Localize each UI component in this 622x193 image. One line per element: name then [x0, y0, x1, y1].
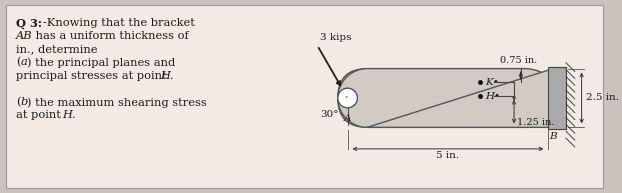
Text: 2.5 in.: 2.5 in. — [585, 93, 618, 102]
PathPatch shape — [338, 69, 553, 127]
Text: ) the principal planes and: ) the principal planes and — [27, 57, 175, 68]
Text: Q 3:: Q 3: — [16, 18, 42, 29]
Text: B: B — [549, 132, 557, 141]
Text: (: ( — [16, 57, 20, 68]
Text: H•: H• — [485, 91, 500, 101]
Text: 30°: 30° — [320, 110, 339, 119]
Text: b: b — [21, 97, 28, 107]
Text: K•: K• — [485, 78, 499, 87]
Text: (: ( — [16, 97, 20, 107]
Text: at point: at point — [16, 110, 64, 120]
Circle shape — [338, 88, 358, 108]
Text: principal stresses at point: principal stresses at point — [16, 71, 170, 80]
Text: ) the maximum shearing stress: ) the maximum shearing stress — [27, 97, 207, 108]
Text: AB: AB — [16, 31, 32, 41]
FancyBboxPatch shape — [338, 69, 553, 127]
Bar — [549, 67, 566, 129]
Text: H.: H. — [63, 110, 76, 120]
Text: a: a — [21, 57, 27, 67]
Text: 1.25 in.: 1.25 in. — [517, 118, 554, 127]
Text: in., determine: in., determine — [16, 44, 97, 54]
Text: 5 in.: 5 in. — [437, 151, 460, 160]
Text: has a uniform thickness of: has a uniform thickness of — [32, 31, 189, 41]
Text: H.: H. — [160, 71, 174, 80]
Text: 3 kips: 3 kips — [320, 33, 351, 42]
Text: -Knowing that the bracket: -Knowing that the bracket — [43, 18, 195, 28]
Text: A: A — [344, 114, 351, 123]
FancyBboxPatch shape — [6, 5, 603, 188]
Text: 0.75 in.: 0.75 in. — [500, 56, 537, 65]
